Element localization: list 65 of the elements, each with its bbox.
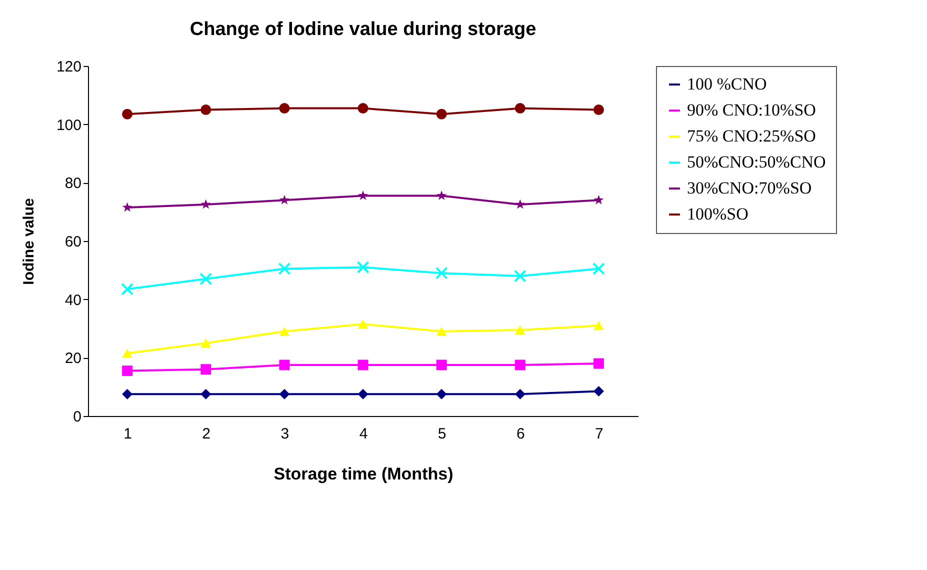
x-tick-label: 3 (280, 426, 290, 442)
point (279, 388, 290, 400)
point (279, 360, 290, 370)
legend-label: 100%SO (687, 204, 748, 224)
point (435, 266, 448, 280)
point (593, 386, 604, 396)
y-tick-label: 60 (64, 234, 82, 250)
point (200, 104, 212, 115)
chart-title: Change of Iodine value during storage (190, 19, 536, 40)
x-tick-label: 5 (438, 426, 446, 442)
point (278, 262, 291, 275)
point (122, 108, 133, 120)
point (515, 199, 526, 209)
point (593, 321, 604, 330)
y-tick-label: 20 (64, 350, 82, 368)
y-tick-label: 40 (64, 292, 82, 309)
point (593, 358, 604, 369)
point (200, 199, 211, 209)
point (200, 388, 212, 400)
point (358, 388, 368, 400)
point (514, 360, 526, 370)
point (514, 388, 526, 400)
point (356, 261, 370, 274)
y-tick-label: 100 (56, 116, 82, 134)
point (279, 326, 290, 336)
y-tick-label: 80 (64, 175, 82, 192)
x-tick-label: 7 (595, 426, 604, 442)
point (279, 103, 290, 114)
y-tick-label: 0 (73, 408, 82, 426)
legend-label: 75% CNO:25%SO (687, 126, 816, 146)
x-axis-title: Storage time (Months) (274, 464, 454, 484)
point (122, 348, 133, 358)
point (121, 282, 134, 296)
point (358, 320, 368, 329)
point (200, 272, 212, 286)
point (514, 325, 526, 334)
y-tick-label: 120 (56, 58, 82, 76)
point (122, 202, 132, 212)
legend-label: 30%CNO:70%SO (687, 178, 812, 198)
point (593, 104, 604, 115)
legend-label: 100 %CNO (687, 74, 767, 94)
point (279, 194, 290, 204)
point (594, 194, 604, 204)
point (514, 270, 526, 282)
point (436, 388, 447, 400)
point (436, 326, 447, 336)
point (200, 364, 212, 375)
point (200, 338, 212, 348)
x-tick-label: 6 (516, 426, 525, 442)
x-tick-label: 2 (202, 426, 211, 442)
point (122, 388, 133, 400)
point (358, 190, 368, 200)
point (436, 360, 447, 370)
point (514, 103, 526, 114)
legend-label: 90% CNO:10%SO (687, 100, 816, 120)
point (358, 360, 368, 370)
point (436, 190, 447, 200)
point (436, 108, 447, 120)
legend-label: 50%CNO:50%CNO (687, 152, 826, 172)
point (122, 366, 133, 376)
x-tick-label: 1 (124, 426, 132, 442)
y-axis-title: Iodine value (20, 198, 38, 285)
point (592, 262, 605, 275)
x-tick-label: 4 (359, 426, 368, 442)
point (358, 103, 368, 114)
